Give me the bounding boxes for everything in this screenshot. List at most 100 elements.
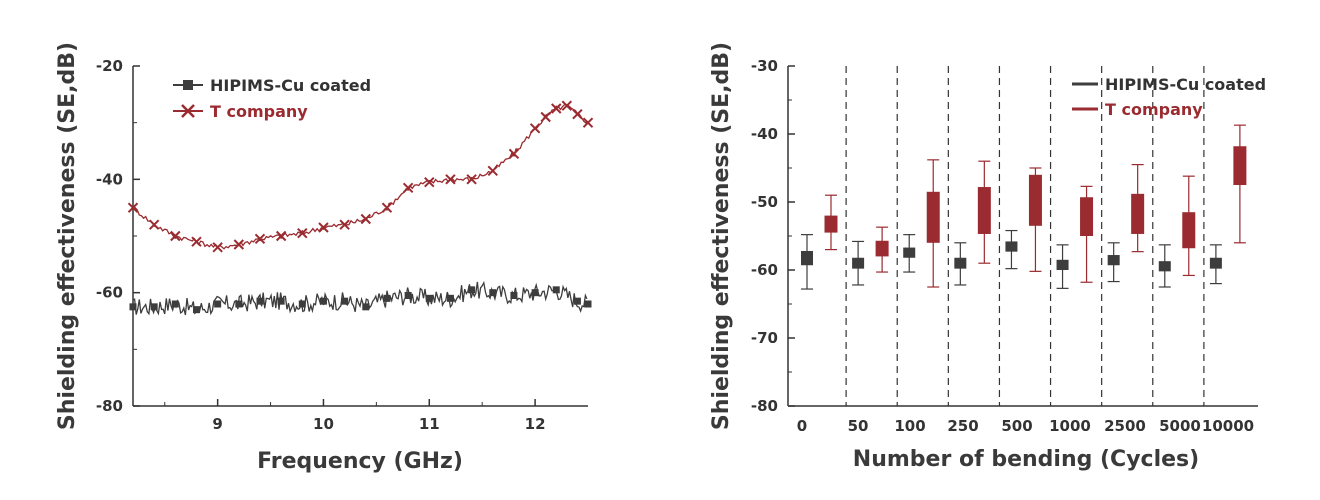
box-tcompany-5000 [1182, 176, 1195, 275]
y-tick-label: -50 [751, 193, 778, 211]
box-body [1057, 260, 1069, 270]
box-body [1210, 258, 1222, 269]
box-body [1080, 197, 1093, 236]
legend: HIPIMS-Cu coated T company [173, 76, 371, 121]
data-point-tcompany [541, 113, 550, 122]
y-tick-label: -70 [751, 329, 778, 347]
box-body [852, 258, 864, 269]
data-point-hipims [235, 301, 242, 308]
legend-label-tcompany: T company [210, 102, 308, 121]
x-tick-label: 11 [419, 415, 440, 433]
data-point-hipims [214, 301, 221, 308]
y-tick-label: -40 [751, 125, 778, 143]
box-tcompany-1000 [1080, 186, 1093, 282]
data-point-hipims [405, 292, 412, 299]
series-markers [129, 101, 593, 313]
x-tick-label: 0 [797, 417, 807, 435]
box-body [825, 216, 838, 233]
data-point-hipims [532, 289, 539, 296]
y-tick-label: -40 [96, 170, 123, 188]
x-tick-label: 100 [894, 417, 925, 435]
data-point-tcompany [192, 237, 201, 246]
box-tcompany-10000 [1233, 125, 1246, 243]
y-tick-label: -20 [96, 57, 123, 75]
x-tick-label: 10 [313, 415, 334, 433]
bending-chart: -30 -40 -50 -60 -70 -80 0 50 100 250 500 1000 2500 50… [709, 42, 1266, 472]
box-body [978, 187, 991, 234]
x-tick-label: 250 [947, 417, 978, 435]
legend-label-tcompany: T company [1105, 100, 1203, 119]
box-body [876, 241, 889, 257]
data-point-tcompany [361, 215, 370, 224]
box-body [1108, 255, 1120, 265]
data-point-hipims [278, 298, 285, 305]
box-hipims-2500 [1108, 243, 1120, 282]
series-lines [133, 104, 588, 315]
data-point-hipims [585, 301, 592, 308]
data-point-hipims [341, 298, 348, 305]
tick-labels: -20 -40 -60 -80 9 10 11 12 [96, 57, 546, 433]
legend-label-hipims: HIPIMS-Cu coated [210, 76, 371, 95]
box-tcompany-250 [978, 161, 991, 263]
box-hipims-50 [852, 241, 864, 285]
x-tick-label: 9 [212, 415, 222, 433]
legend-item-hipims: HIPIMS-Cu coated [173, 76, 371, 95]
data-point-tcompany [213, 243, 222, 252]
y-tick-label: -80 [751, 397, 778, 415]
box-body [801, 251, 813, 265]
data-point-hipims [489, 289, 496, 296]
data-point-hipims [256, 298, 263, 305]
legend-item-tcompany: T company [1072, 100, 1203, 119]
data-point-hipims [193, 306, 200, 313]
data-point-hipims [553, 286, 560, 293]
data-point-tcompany [531, 124, 540, 133]
box-tcompany-0 [825, 195, 838, 249]
data-point-hipims [362, 303, 369, 310]
y-tick-label: -60 [96, 284, 123, 302]
data-point-hipims [299, 301, 306, 308]
box-body [1233, 146, 1246, 185]
box-hipims-5000 [1159, 245, 1171, 287]
box-tcompany-500 [1029, 168, 1042, 271]
legend-label-hipims: HIPIMS-Cu coated [1105, 75, 1266, 94]
x-tick-label: 50 [848, 417, 869, 435]
series-line-0 [133, 282, 587, 315]
x-tick-label: 2500 [1104, 417, 1146, 435]
y-tick-label: -30 [751, 57, 778, 75]
y-axis-title: Shielding effectiveness (SE,dB) [709, 42, 734, 430]
frequency-chart: -20 -40 -60 -80 9 10 11 12 Frequency (GHz) Shie… [55, 42, 593, 474]
data-point-hipims [172, 301, 179, 308]
box-hipims-10000 [1210, 245, 1222, 284]
data-point-hipims [320, 298, 327, 305]
data-point-hipims [426, 295, 433, 302]
box-body [1005, 241, 1017, 251]
box-body [954, 258, 966, 269]
data-point-tcompany [382, 203, 391, 212]
legend-item-tcompany: T company [173, 102, 308, 121]
x-tick-label: 12 [525, 415, 546, 433]
x-tick-label: 1000 [1049, 417, 1091, 435]
box-hipims-100 [903, 235, 915, 272]
box-hipims-250 [954, 243, 966, 285]
box-body [1131, 194, 1144, 234]
data-point-hipims [468, 286, 475, 293]
box-body [1182, 212, 1195, 248]
box-tcompany-50 [876, 227, 889, 272]
data-point-hipims [574, 298, 581, 305]
data-point-tcompany [171, 232, 180, 241]
box-tcompany-2500 [1131, 165, 1144, 252]
series-line-1 [133, 104, 588, 248]
legend-marker-hipims [183, 80, 193, 90]
y-axis-title: Shielding effectiveness (SE,dB) [55, 42, 80, 430]
box-tcompany-100 [927, 160, 940, 287]
x-tick-label: 500 [1001, 417, 1032, 435]
data-point-tcompany [150, 220, 159, 229]
x-tick-label: 10000 [1202, 417, 1254, 435]
y-tick-label: -80 [96, 397, 123, 415]
data-point-hipims [447, 295, 454, 302]
y-tick-label: -60 [751, 261, 778, 279]
data-point-hipims [383, 295, 390, 302]
box-hipims-0 [801, 235, 813, 289]
